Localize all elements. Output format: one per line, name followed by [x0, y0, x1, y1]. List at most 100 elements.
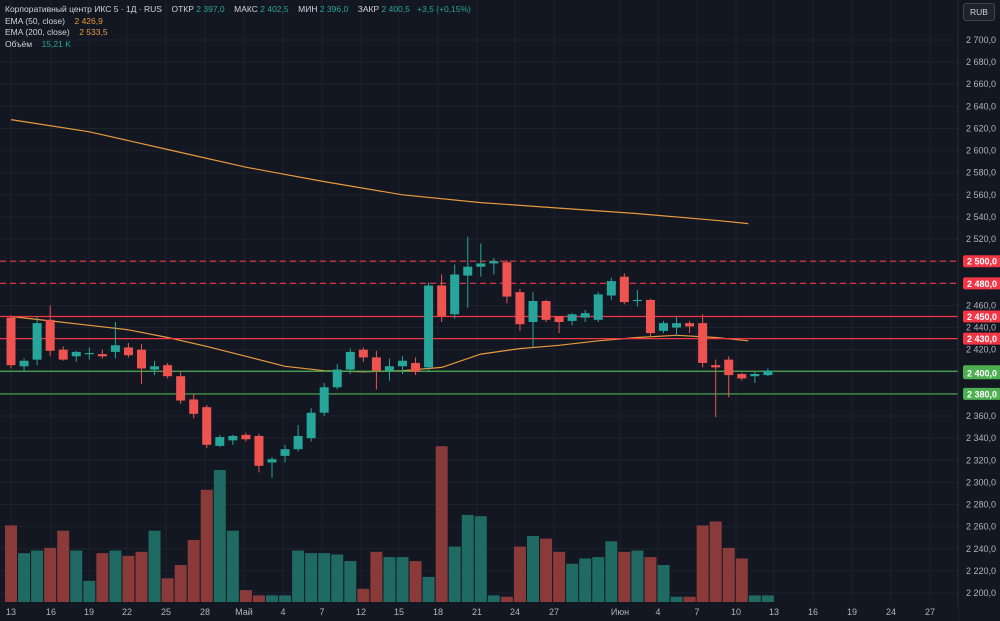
time-tick-label: 19	[847, 607, 857, 617]
candle-body	[450, 274, 460, 315]
volume-bar	[357, 588, 370, 602]
volume-bar	[592, 557, 605, 602]
level-tag-resistance: 2 500,0	[967, 257, 997, 267]
candle-body	[411, 362, 421, 372]
candle	[176, 371, 186, 404]
ema50-value: 2 426,9	[74, 15, 103, 26]
time-axis-panel[interactable]	[0, 603, 958, 621]
candle	[215, 434, 225, 448]
candle-body	[632, 299, 642, 302]
candle	[463, 236, 473, 308]
price-tick-label: 2 340,0	[966, 433, 996, 443]
volume-bar	[553, 551, 566, 602]
time-tick-label: 10	[731, 607, 741, 617]
volume-bar	[644, 557, 657, 602]
time-tick-label: 21	[472, 607, 482, 617]
time-tick-label: 16	[808, 607, 818, 617]
time-tick-label: 24	[886, 607, 896, 617]
chart-legend: Корпоративный центр ИКС 5 · 1Д · RUS ОТК…	[5, 4, 471, 50]
volume-bar	[370, 551, 383, 602]
candle	[71, 350, 81, 362]
candle-body	[71, 351, 81, 357]
level-tag-support-bg	[963, 387, 1000, 400]
price-tick-label: 2 260,0	[966, 522, 996, 532]
candle	[6, 315, 16, 369]
candle	[502, 260, 512, 304]
volume-bar	[226, 530, 239, 602]
candle-body	[580, 313, 590, 318]
volume-bar	[266, 595, 278, 602]
candle	[254, 433, 264, 473]
currency-button[interactable]: RUB	[963, 3, 995, 21]
volume-bar	[474, 516, 487, 602]
volume-bar	[239, 590, 252, 602]
candle-body	[672, 323, 682, 328]
volume-bar	[318, 553, 331, 602]
volume-bar	[683, 596, 696, 602]
candle	[45, 305, 55, 357]
price-levels[interactable]	[0, 260, 958, 395]
candle-body	[698, 323, 708, 363]
candle-body	[476, 263, 486, 267]
legend-volume-row[interactable]: Объём 15,21 K	[5, 39, 471, 51]
level-tag-resistance-bg	[963, 255, 1000, 268]
candle-body	[554, 316, 564, 323]
candle	[567, 313, 577, 326]
current-price-tag: 2 400,0	[967, 369, 997, 379]
price-tick-label: 2 580,0	[966, 168, 996, 178]
candles	[6, 236, 773, 478]
candle-body	[737, 374, 747, 379]
candle-body	[6, 317, 16, 366]
instrument-title[interactable]: Корпоративный центр ИКС 5 · 1Д · RUS	[5, 4, 162, 14]
time-tick-label: 25	[161, 607, 171, 617]
high-value: 2 402,5	[260, 4, 289, 14]
candle	[228, 434, 238, 445]
candle	[293, 424, 303, 452]
volume-bar	[500, 596, 513, 602]
level-tag-resistance: 2 450,0	[967, 312, 997, 322]
candle-body	[606, 281, 616, 296]
legend-ema200-row[interactable]: EMA (200, close) 2 533,5	[5, 27, 471, 39]
open-value: 2 397,0	[196, 4, 225, 14]
candle-body	[358, 349, 368, 358]
volume-bar	[761, 595, 774, 602]
candle-body	[306, 412, 316, 439]
volume-bar	[44, 547, 57, 602]
candle-body	[437, 285, 447, 317]
ema200-value: 2 533,5	[79, 27, 108, 37]
legend-ema50-row[interactable]: EMA (50, close) 2 426,9	[5, 16, 471, 28]
candle-body	[58, 349, 68, 360]
candle-body	[750, 374, 760, 377]
candle	[19, 358, 29, 371]
candle-body	[763, 370, 773, 376]
candle-body	[215, 437, 225, 446]
volume-bar	[252, 595, 265, 602]
candle	[685, 320, 695, 334]
price-tick-label: 2 240,0	[966, 544, 996, 554]
time-tick-label: 13	[6, 607, 16, 617]
time-tick-label: 15	[394, 607, 404, 617]
candle	[554, 316, 564, 334]
volume-bar	[83, 580, 96, 602]
volume-bar	[31, 550, 44, 602]
volume-bar	[631, 550, 644, 602]
candle-body	[150, 366, 160, 370]
candle	[737, 372, 747, 381]
level-tag-resistance: 2 480,0	[967, 279, 997, 289]
candle	[332, 364, 342, 390]
volume-bar	[18, 553, 31, 602]
candle	[489, 257, 499, 275]
candle-body	[332, 369, 342, 388]
candle-body	[685, 323, 695, 327]
candle	[137, 344, 146, 384]
candle-body	[97, 354, 107, 357]
price-tick-label: 2 680,0	[966, 57, 996, 67]
candle	[724, 356, 734, 398]
candle	[528, 292, 538, 348]
candle-body	[515, 292, 525, 325]
low-value: 2 396,0	[319, 4, 349, 14]
price-tick-label: 2 320,0	[966, 455, 996, 465]
candle	[97, 349, 107, 359]
time-tick-label: 16	[46, 607, 56, 617]
